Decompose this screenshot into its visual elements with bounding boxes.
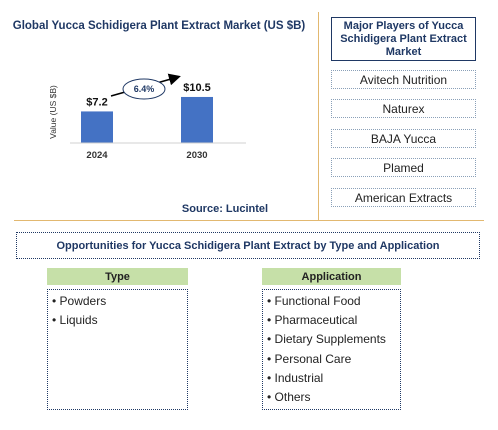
bar-2024 bbox=[81, 111, 113, 143]
application-item: • Industrial bbox=[267, 370, 324, 385]
application-item: • Pharmaceutical bbox=[267, 313, 358, 328]
application-list: • Functional Food • Pharmaceutical • Die… bbox=[262, 289, 401, 410]
type-list: • Powders • Liquids bbox=[47, 289, 188, 410]
data-label-2024: $7.2 bbox=[86, 96, 107, 108]
y-axis-label: Value (US $B) bbox=[48, 85, 58, 139]
vertical-divider bbox=[318, 12, 319, 220]
bar-chart: Value (US $B) $7.2 2024 $10.5 2030 6.4% bbox=[48, 73, 246, 161]
players-title: Major Players of Yucca Schidigera Plant … bbox=[331, 17, 476, 61]
data-label-2030: $10.5 bbox=[183, 82, 211, 94]
opportunities-title: Opportunities for Yucca Schidigera Plant… bbox=[16, 232, 480, 259]
player-item: American Extracts bbox=[331, 188, 476, 207]
type-item: • Liquids bbox=[52, 313, 98, 328]
source-note: Source: Lucintel bbox=[181, 203, 269, 215]
player-item: Avitech Nutrition bbox=[331, 70, 476, 89]
type-item: • Powders bbox=[52, 294, 107, 308]
x-tick-label-2024: 2024 bbox=[86, 150, 108, 161]
type-header: Type bbox=[47, 268, 188, 285]
application-item: • Functional Food bbox=[267, 294, 361, 308]
player-item: BAJA Yucca bbox=[331, 129, 476, 148]
application-item: • Others bbox=[267, 390, 311, 405]
application-item: • Personal Care bbox=[267, 351, 352, 366]
cagr-bubble bbox=[122, 78, 166, 100]
application-item: • Dietary Supplements bbox=[267, 332, 386, 347]
chart-title: Global Yucca Schidigera Plant Extract Ma… bbox=[12, 20, 306, 32]
cagr-label: 6.4% bbox=[134, 84, 155, 94]
player-item: Naturex bbox=[331, 99, 476, 118]
application-header: Application bbox=[262, 268, 401, 285]
bar-2030 bbox=[181, 96, 213, 143]
horizontal-divider bbox=[14, 220, 484, 221]
player-item: Plamed bbox=[331, 158, 476, 177]
x-tick-label-2030: 2030 bbox=[186, 150, 207, 161]
